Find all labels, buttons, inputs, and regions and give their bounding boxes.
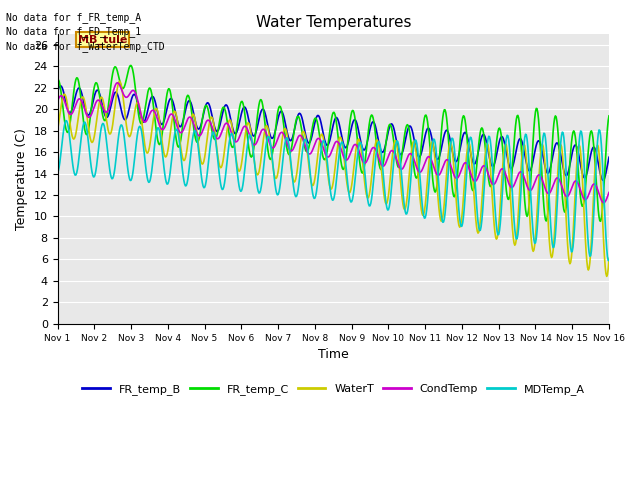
MDTemp_A — [605, 257, 613, 263]
FR_temp_B — [556, 144, 563, 150]
CondTemp — [556, 177, 563, 182]
CondTemp — [326, 153, 333, 159]
FR_temp_C — [127, 62, 135, 68]
FR_temp_C — [175, 144, 183, 149]
FR_temp_B — [57, 83, 65, 89]
WaterT — [603, 274, 611, 279]
WaterT — [380, 184, 387, 190]
Text: No data for f_WaterTemp_CTD: No data for f_WaterTemp_CTD — [6, 41, 165, 52]
CondTemp — [175, 129, 183, 134]
Line: MDTemp_A: MDTemp_A — [58, 120, 609, 261]
Line: WaterT: WaterT — [58, 81, 609, 276]
FR_temp_C — [596, 218, 604, 224]
FR_temp_C — [605, 113, 613, 119]
Text: No data for f_FD_Temp_1: No data for f_FD_Temp_1 — [6, 26, 141, 37]
MDTemp_A — [556, 163, 563, 169]
WaterT — [175, 132, 183, 138]
MDTemp_A — [604, 258, 612, 264]
CondTemp — [54, 98, 61, 104]
CondTemp — [199, 127, 207, 132]
MDTemp_A — [199, 183, 207, 189]
MDTemp_A — [380, 169, 387, 175]
CondTemp — [433, 172, 441, 178]
MDTemp_A — [433, 163, 441, 168]
CondTemp — [605, 190, 613, 195]
Text: No data for f_FR_temp_A: No data for f_FR_temp_A — [6, 12, 141, 23]
CondTemp — [600, 200, 607, 205]
WaterT — [199, 161, 207, 167]
CondTemp — [113, 80, 121, 85]
FR_temp_C — [54, 77, 61, 83]
WaterT — [556, 150, 563, 156]
FR_temp_B — [599, 178, 607, 183]
MDTemp_A — [326, 180, 333, 186]
FR_temp_B — [326, 139, 333, 144]
MDTemp_A — [175, 138, 183, 144]
FR_temp_B — [175, 123, 183, 129]
FR_temp_B — [380, 149, 387, 155]
FR_temp_B — [199, 113, 207, 119]
WaterT — [54, 127, 61, 133]
Text: MB_tule: MB_tule — [77, 35, 127, 45]
MDTemp_A — [54, 170, 61, 176]
WaterT — [433, 188, 441, 193]
CondTemp — [380, 163, 387, 169]
WaterT — [605, 256, 613, 262]
FR_temp_C — [326, 131, 333, 137]
WaterT — [116, 78, 124, 84]
Line: CondTemp: CondTemp — [58, 83, 609, 203]
FR_temp_C — [433, 179, 441, 184]
Title: Water Temperatures: Water Temperatures — [255, 15, 411, 30]
FR_temp_B — [433, 156, 441, 162]
Legend: FR_temp_B, FR_temp_C, WaterT, CondTemp, MDTemp_A: FR_temp_B, FR_temp_C, WaterT, CondTemp, … — [77, 380, 589, 399]
X-axis label: Time: Time — [318, 348, 349, 361]
FR_temp_C — [199, 112, 207, 118]
FR_temp_B — [605, 155, 613, 160]
FR_temp_C — [556, 147, 563, 153]
Y-axis label: Temperature (C): Temperature (C) — [15, 128, 28, 230]
FR_temp_C — [380, 161, 387, 167]
FR_temp_B — [54, 89, 61, 95]
Line: FR_temp_C: FR_temp_C — [58, 65, 609, 221]
WaterT — [326, 182, 333, 188]
MDTemp_A — [62, 118, 70, 123]
Line: FR_temp_B: FR_temp_B — [58, 86, 609, 180]
